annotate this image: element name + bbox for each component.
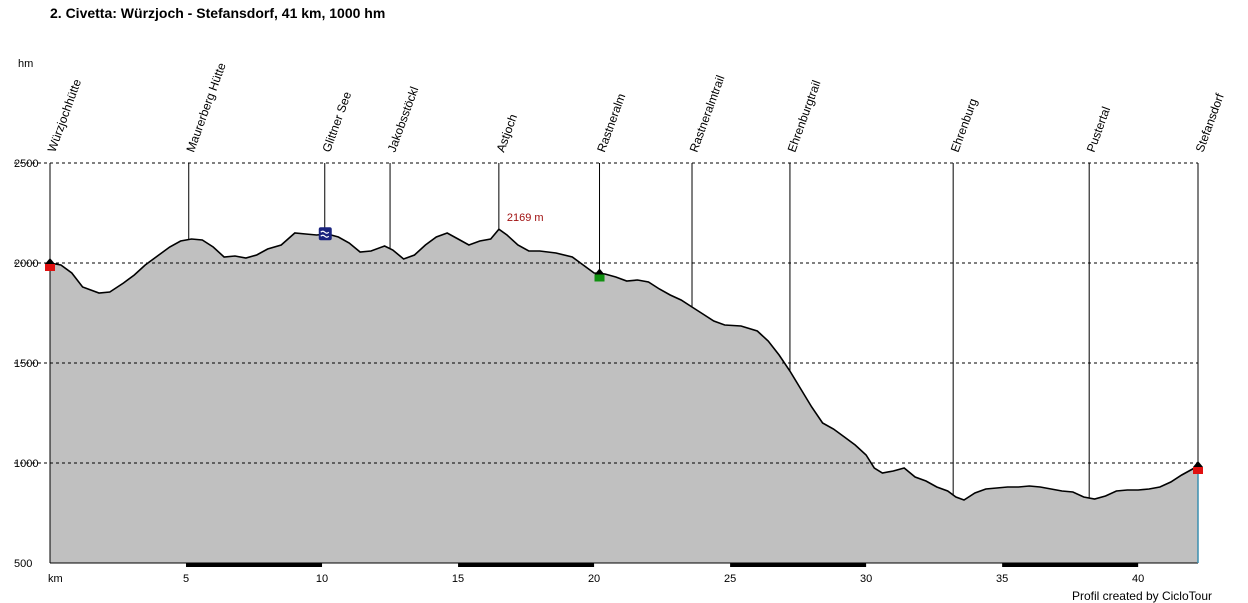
waypoint-label: Pustertal — [1084, 105, 1113, 154]
elevation-area — [50, 229, 1198, 563]
x-tick-label: 40 — [1132, 573, 1144, 585]
hut-icon — [594, 274, 605, 282]
waypoint-label: Stefansdorf — [1193, 91, 1227, 154]
x-tick-label: 15 — [452, 573, 464, 585]
chart-title: 2. Civetta: Würzjoch - Stefansdorf, 41 k… — [50, 5, 386, 21]
y-tick-label: 1000 — [14, 458, 38, 470]
x-tick-label: 10 — [316, 573, 328, 585]
waypoint-label: Ehrenburg — [948, 97, 980, 154]
x-tick-label: 20 — [588, 573, 600, 585]
start-house-roof-icon — [45, 258, 55, 264]
distance-bar-segment — [458, 563, 595, 567]
y-unit-label: hm — [18, 58, 33, 70]
waypoint-label: Astjoch — [494, 112, 521, 154]
hut-roof-icon — [594, 268, 605, 275]
distance-bar-segment — [730, 563, 867, 567]
y-tick-label: 1500 — [14, 358, 38, 370]
peak-elevation-label: 2169 m — [507, 212, 544, 224]
end-house-icon — [1193, 467, 1203, 474]
waypoint-label: Jakobsstöckl — [385, 85, 422, 154]
y-tick-label: 2500 — [14, 158, 38, 170]
waypoint-label: Glittner See — [319, 89, 354, 154]
lake-wave-icon — [320, 230, 330, 238]
waypoint-label: Würzjochhütte — [45, 77, 84, 154]
distance-bar-segment — [186, 563, 323, 567]
x-tick-label: 25 — [724, 573, 736, 585]
waypoint-label: Ehrenburgtrail — [785, 78, 824, 154]
x-unit-label: km — [48, 573, 63, 585]
waypoint-label: Rastneralmtrail — [687, 73, 728, 154]
x-tick-label: 35 — [996, 573, 1008, 585]
waypoint-label: Maurerberg Hütte — [183, 61, 228, 154]
credit-text: Profil created by CicloTour — [1071, 589, 1212, 603]
lake-icon — [318, 227, 332, 241]
y-tick-label: 500 — [14, 558, 32, 570]
start-house-icon — [45, 264, 55, 271]
end-house-roof-icon — [1193, 461, 1203, 467]
x-tick-label: 30 — [860, 573, 872, 585]
distance-bar-segment — [1002, 563, 1139, 567]
waypoint-label: Rastneralm — [594, 92, 628, 154]
elevation-line — [49, 228, 1199, 501]
y-tick-label: 2000 — [14, 258, 38, 270]
x-tick-label: 5 — [183, 573, 189, 585]
